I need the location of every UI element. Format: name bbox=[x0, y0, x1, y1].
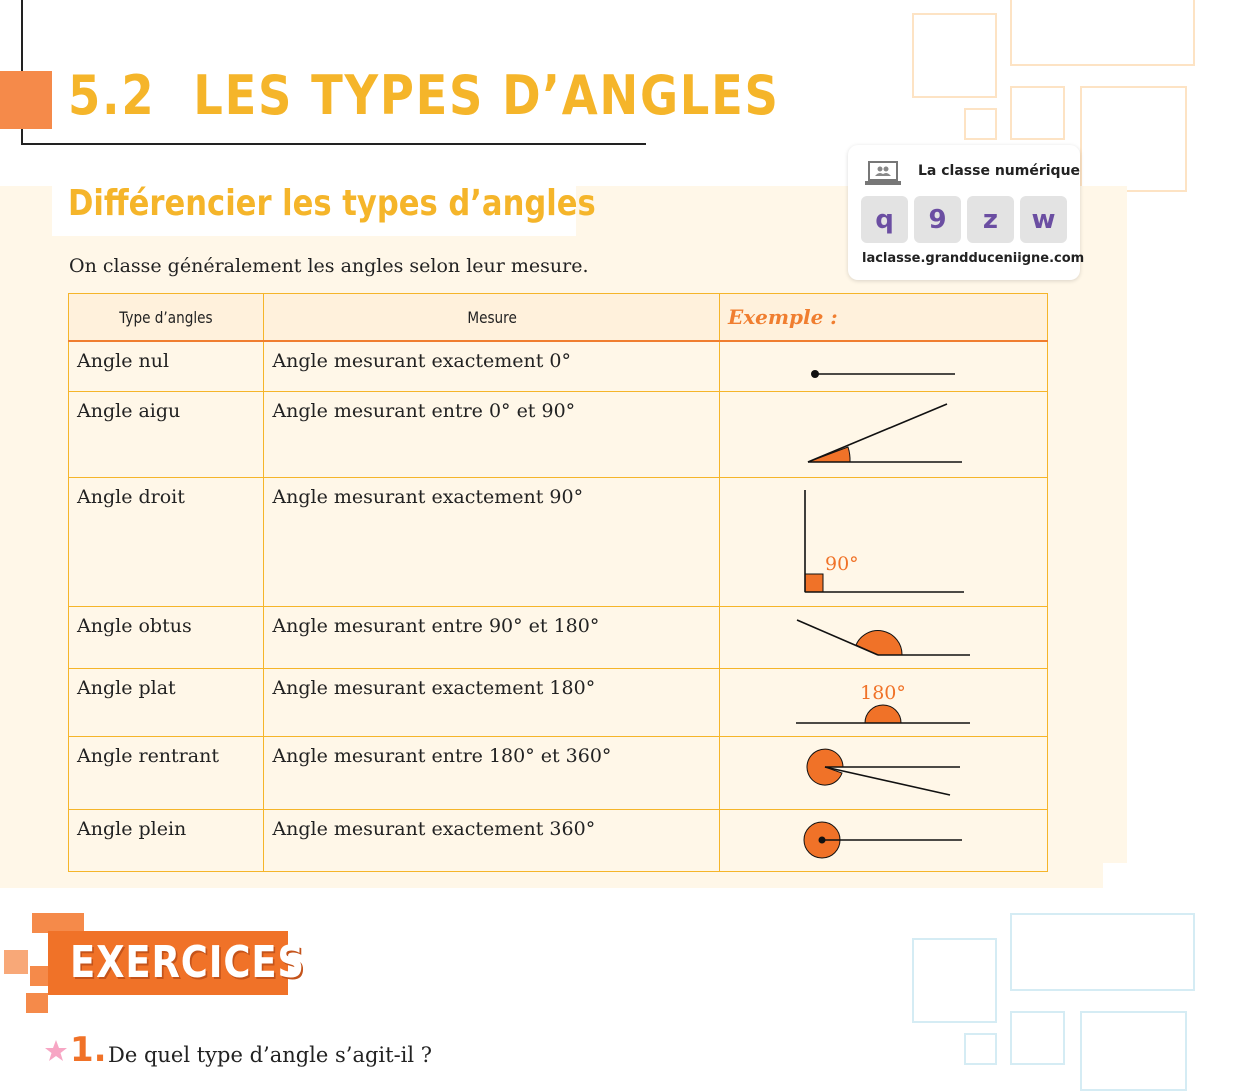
angle-type: Angle aigu bbox=[77, 399, 181, 422]
table-row: Angle plein Angle mesurant exactement 36… bbox=[67, 808, 1049, 872]
header-measure: Mesure bbox=[263, 293, 720, 342]
angle-type: Angle obtus bbox=[77, 614, 192, 637]
decor-square bbox=[964, 108, 997, 140]
decor-square bbox=[26, 993, 48, 1013]
straight-angle-label: 180° bbox=[860, 682, 906, 704]
decor-square bbox=[4, 950, 28, 974]
angle-measure: Angle mesurant entre 0° et 90° bbox=[272, 399, 576, 422]
header-type: Type d’angles bbox=[67, 293, 265, 342]
decor-square bbox=[1080, 86, 1187, 192]
section-number: 5.2 bbox=[68, 64, 156, 127]
right-angle-label: 90° bbox=[825, 553, 859, 575]
section-title: 5.2 LES TYPES D’ANGLES bbox=[68, 64, 780, 127]
angle-figure-reflex bbox=[718, 735, 1049, 810]
exercises-banner bbox=[48, 931, 288, 995]
decor-square bbox=[30, 966, 48, 986]
access-code-key: w bbox=[1020, 196, 1067, 243]
angle-measure: Angle mesurant exactement 90° bbox=[272, 485, 584, 508]
angle-measure: Angle mesurant exactement 0° bbox=[272, 350, 572, 372]
angle-figure-acute bbox=[718, 390, 1049, 478]
decor-square bbox=[1080, 1011, 1187, 1091]
angle-figure-null bbox=[718, 340, 1049, 392]
angle-figure-full bbox=[718, 808, 1049, 872]
header-example: Exemple : bbox=[718, 293, 1049, 342]
decor-square bbox=[32, 913, 84, 933]
angle-type: Angle plein bbox=[77, 817, 187, 840]
decor-square bbox=[964, 1033, 997, 1065]
numeric-class-label: La classe numérique bbox=[918, 163, 1081, 179]
angle-figure-straight: 180° bbox=[718, 667, 1049, 737]
angle-figure-obtuse bbox=[718, 605, 1049, 669]
decor-square bbox=[912, 13, 997, 98]
access-code-key: q bbox=[861, 196, 908, 243]
table-row: Angle aigu Angle mesurant entre 0° et 90… bbox=[67, 390, 1049, 478]
numeric-class-box[interactable]: La classe numérique q 9 z w laclasse.gra… bbox=[848, 145, 1084, 280]
angle-type: Angle droit bbox=[77, 485, 185, 508]
angle-type: Angle rentrant bbox=[77, 744, 219, 767]
angle-measure: Angle mesurant entre 90° et 180° bbox=[272, 614, 600, 637]
numeric-class-url[interactable]: laclasse.grandduceniigne.com bbox=[862, 251, 1085, 266]
laptop-icon bbox=[865, 161, 901, 185]
angle-type: Angle nul bbox=[77, 350, 170, 372]
angle-measure: Angle mesurant exactement 180° bbox=[272, 676, 596, 699]
exercises-title: EXERCICES bbox=[70, 937, 305, 988]
angle-measure: Angle mesurant entre 180° et 360° bbox=[272, 744, 612, 767]
table-row: Angle nul Angle mesurant exactement 0° bbox=[67, 340, 1049, 392]
header-accent-block bbox=[0, 71, 52, 129]
angle-types-table: Type d’angles Mesure Exemple : Angle nul… bbox=[67, 293, 1049, 872]
table-row: Angle plat Angle mesurant exactement 180… bbox=[67, 667, 1049, 737]
star-icon bbox=[45, 1040, 67, 1061]
table-row: Angle droit Angle mesurant exactement 90… bbox=[67, 476, 1049, 607]
angle-type: Angle plat bbox=[77, 676, 176, 699]
decor-square bbox=[1010, 86, 1065, 140]
angle-figure-right: 90° bbox=[718, 476, 1049, 607]
access-code-key: z bbox=[967, 196, 1014, 243]
angle-measure: Angle mesurant exactement 360° bbox=[272, 817, 596, 840]
section-title-text: LES TYPES D’ANGLES bbox=[193, 64, 780, 127]
access-code: q 9 z w bbox=[861, 196, 1067, 243]
decor-square bbox=[1010, 913, 1195, 991]
decor-square bbox=[1010, 1011, 1065, 1065]
access-code-key: 9 bbox=[914, 196, 961, 243]
table-row: Angle obtus Angle mesurant entre 90° et … bbox=[67, 605, 1049, 669]
question-text: De quel type d’angle s’agit-il ? bbox=[108, 1043, 433, 1067]
header-rule-horizontal bbox=[21, 143, 646, 145]
decor-square bbox=[912, 938, 997, 1023]
subtitle-background bbox=[52, 180, 576, 236]
subtitle: Différencier les types d’angles bbox=[68, 183, 596, 224]
intro-text: On classe généralement les angles selon … bbox=[69, 255, 589, 277]
decor-square bbox=[1010, 0, 1195, 66]
table-row: Angle rentrant Angle mesurant entre 180°… bbox=[67, 735, 1049, 810]
question-number: 1. bbox=[70, 1030, 107, 1070]
table-header-row: Type d’angles Mesure Exemple : bbox=[67, 293, 1049, 342]
